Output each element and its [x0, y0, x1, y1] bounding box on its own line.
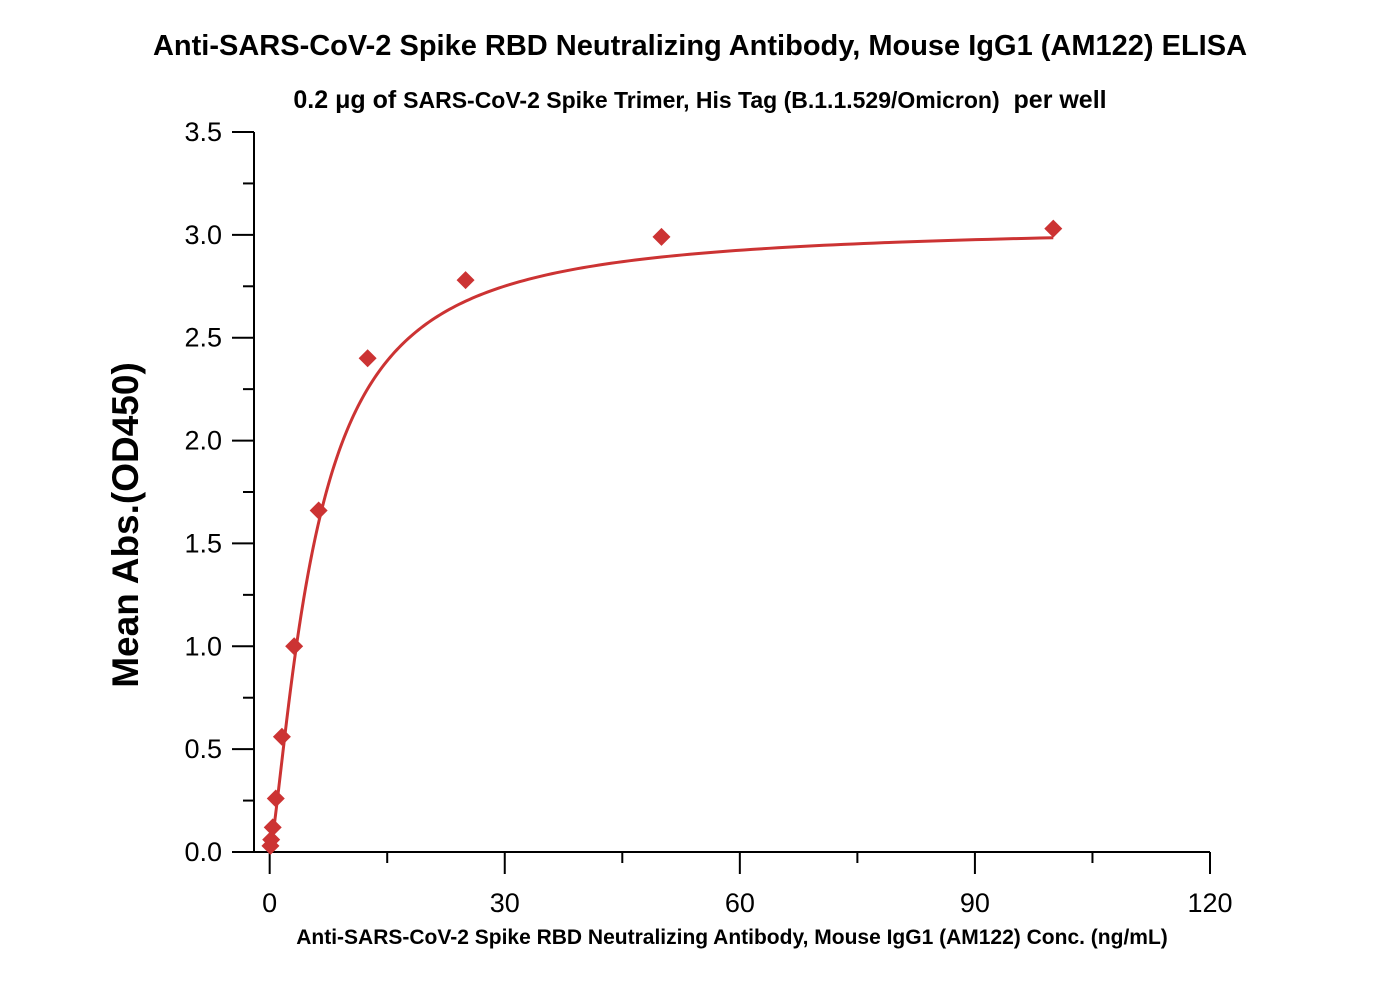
y-tick-label: 3.5 — [184, 117, 222, 147]
y-tick-label: 2.0 — [184, 426, 222, 456]
fit-curve-layer — [268, 236, 1054, 850]
y-tick-label: 3.0 — [184, 220, 222, 250]
subtitle-prefix: 0.2 μg of — [293, 86, 404, 114]
y-axis-label: Mean Abs.(OD450) — [105, 362, 146, 688]
data-point — [263, 818, 282, 837]
fit-curve — [268, 236, 1054, 850]
data-point — [1044, 219, 1063, 238]
chart-subtitle: 0.2 μg of SARS-CoV-2 Spike Trimer, His T… — [0, 86, 1400, 115]
y-tick-label: 1.0 — [184, 631, 222, 661]
subtitle-antigen: SARS-CoV-2 Spike Trimer, His Tag (B.1.1.… — [403, 87, 1000, 113]
x-axis-label: Anti-SARS-CoV-2 Spike RBD Neutralizing A… — [296, 926, 1168, 949]
data-point — [652, 227, 671, 246]
data-point — [262, 830, 281, 849]
y-tick-label: 0.5 — [184, 734, 222, 764]
subtitle-suffix: per well — [999, 86, 1107, 114]
axes: 0.0 0.5 1.0 1.5 2.0 2.5 3.0 3.5 0 30 60 90 120 — [184, 117, 1232, 918]
data-point — [266, 789, 285, 808]
x-tick-label: 120 — [1187, 888, 1232, 918]
x-tick-label: 60 — [725, 888, 755, 918]
data-point — [272, 727, 291, 746]
y-tick-label: 2.5 — [184, 323, 222, 353]
data-point — [309, 501, 328, 520]
x-tick-label: 30 — [490, 888, 520, 918]
data-point — [358, 349, 377, 368]
chart-title: Anti-SARS-CoV-2 Spike RBD Neutralizing A… — [152, 30, 1248, 62]
data-point — [456, 271, 475, 290]
x-tick-label: 90 — [960, 888, 990, 918]
y-tick-label: 0.0 — [184, 837, 222, 867]
data-points — [261, 219, 1063, 855]
x-tick-label: 0 — [262, 888, 277, 918]
data-point — [285, 637, 304, 656]
y-tick-label: 1.5 — [184, 528, 222, 558]
